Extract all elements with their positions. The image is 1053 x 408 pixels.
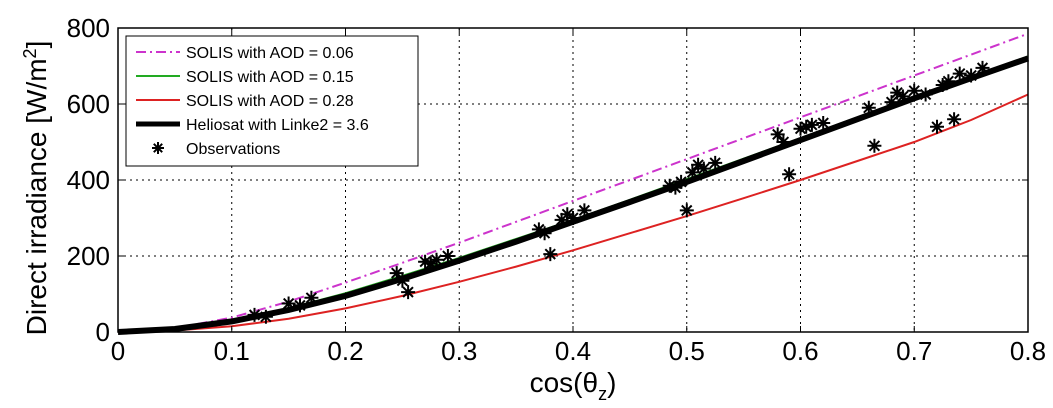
observation-point xyxy=(952,66,967,81)
ticks: 0 0.1 0.2 0.3 0.4 0.5 0.6 0.7 0.8 0 200 400 600 800 xyxy=(67,13,1046,366)
observation-point xyxy=(577,203,592,218)
x-axis-label-main: cos(θ xyxy=(530,367,598,398)
observation-point xyxy=(907,83,922,98)
observation-point xyxy=(793,121,808,136)
observation-point xyxy=(674,174,689,189)
observation-point xyxy=(935,78,950,92)
observation-point xyxy=(531,222,546,237)
observation-point xyxy=(389,266,404,281)
y-tick-label: 600 xyxy=(67,89,110,119)
series-layer xyxy=(117,32,1029,335)
legend-label: Heliosat with Linke2 = 3.6 xyxy=(186,117,369,134)
legend-label: SOLIS with AOD = 0.28 xyxy=(186,93,354,110)
x-tick-label: 0.7 xyxy=(896,336,932,366)
observation-point xyxy=(884,95,899,110)
observation-point xyxy=(947,112,962,127)
observation-point xyxy=(429,252,444,267)
observation-point xyxy=(679,203,694,218)
observation-point xyxy=(566,211,580,225)
x-tick-label: 0.3 xyxy=(441,336,477,366)
observation-point xyxy=(537,226,552,241)
legend-label: SOLIS with AOD = 0.06 xyxy=(186,45,354,62)
y-axis-label-main: Direct irradiance [W/m xyxy=(21,58,52,335)
x-tick-label: 0.1 xyxy=(214,336,250,366)
observation-point xyxy=(890,85,905,100)
y-tick-label: 200 xyxy=(67,241,110,271)
observation-point xyxy=(975,60,990,75)
observation-point xyxy=(543,247,558,262)
y-tick-label: 0 xyxy=(96,317,110,347)
observation-point xyxy=(964,68,979,83)
observation-point xyxy=(708,155,723,170)
observation-point xyxy=(799,119,814,134)
observation-point xyxy=(867,138,882,153)
observation-point xyxy=(395,273,410,288)
observation-point xyxy=(895,89,910,104)
observation-point xyxy=(560,207,575,222)
observation-point xyxy=(662,178,677,193)
x-tick-label: 0.4 xyxy=(555,336,591,366)
x-tick-label: 0 xyxy=(111,336,125,366)
observation-point xyxy=(776,135,791,149)
observation-point xyxy=(440,249,455,263)
observation-point xyxy=(804,117,819,132)
x-tick-label: 0.5 xyxy=(669,336,705,366)
observation-point xyxy=(423,256,438,271)
observation-point xyxy=(770,127,785,142)
x-axis-label: cos(θz) xyxy=(530,367,617,404)
observation-point xyxy=(918,87,933,102)
y-axis-label: Direct irradiance [W/m2] xyxy=(20,41,52,336)
y-axis-label-sup: 2 xyxy=(20,48,40,58)
x-tick-label: 0.6 xyxy=(782,336,818,366)
observation-point xyxy=(782,167,797,182)
observation-point xyxy=(247,307,262,322)
observation-point xyxy=(304,290,319,305)
x-tick-label: 0.8 xyxy=(1010,336,1046,366)
y-axis-label-close: ] xyxy=(21,41,52,49)
y-tick-label: 800 xyxy=(67,13,110,43)
observation-point xyxy=(554,212,569,227)
legend-label: Observations xyxy=(186,141,280,158)
observation-point xyxy=(401,285,416,300)
x-tick-label: 0.2 xyxy=(327,336,363,366)
observations-series xyxy=(247,60,990,324)
y-tick-label: 400 xyxy=(67,165,110,195)
observation-point xyxy=(281,296,296,311)
series-0-line xyxy=(117,32,1029,333)
legend-label: SOLIS with AOD = 0.15 xyxy=(186,69,354,86)
observation-point xyxy=(941,74,956,89)
x-axis-label-sub: z xyxy=(598,384,607,404)
observation-point xyxy=(696,161,711,176)
observation-point xyxy=(685,165,700,180)
legend: SOLIS with AOD = 0.06 SOLIS with AOD = 0.… xyxy=(125,35,419,167)
observation-point xyxy=(258,309,273,324)
observation-point xyxy=(861,100,876,115)
observation-point xyxy=(691,157,706,172)
x-axis-label-close: ) xyxy=(607,367,616,398)
observation-point xyxy=(816,116,831,130)
observation-point xyxy=(668,180,683,195)
observation-point xyxy=(418,254,433,269)
observation-point xyxy=(930,119,944,134)
observation-point xyxy=(293,298,307,313)
legend-marker-observations xyxy=(152,142,164,154)
